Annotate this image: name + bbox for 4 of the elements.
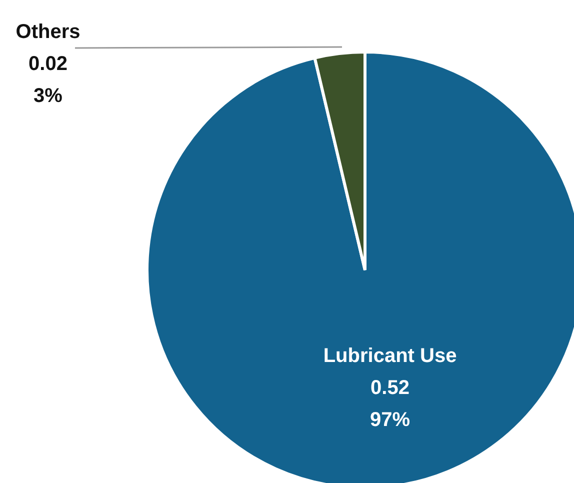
slice-label: Lubricant Use	[323, 345, 457, 367]
data-label: 0.02 3%	[28, 53, 68, 107]
slice-label: Others	[16, 21, 80, 43]
data-label: 0.52 97%	[370, 377, 410, 431]
